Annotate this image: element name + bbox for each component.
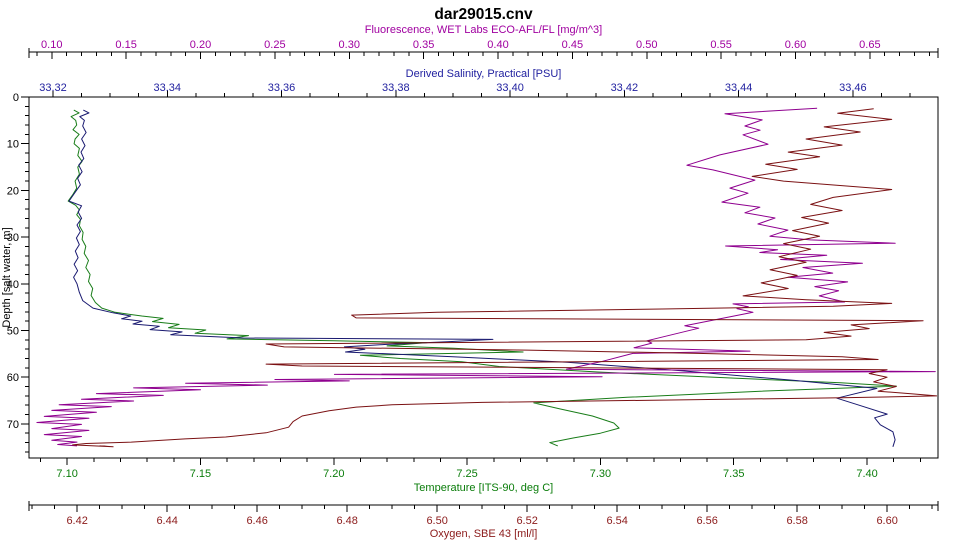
axis-temperature: 7.10 7.15 7.20 7.25 7.30 7.35 7.40 Temperature …: [39, 458, 921, 494]
tick-label: 7.25: [456, 468, 477, 480]
trace-oxygen: [72, 108, 938, 448]
tick-label: 7.35: [723, 468, 744, 480]
trace-fluorescence: [36, 107, 936, 447]
tick-label: 6.44: [156, 515, 177, 527]
tick-label: 33.36: [268, 82, 296, 94]
tick-label: 30: [7, 232, 19, 244]
tick-label: 0.25: [264, 39, 285, 51]
traces: [36, 107, 938, 448]
tick-label: 33.42: [611, 82, 639, 94]
tick-label: 33.34: [153, 82, 181, 94]
tick-label: 70: [7, 419, 19, 431]
tick-label: 6.60: [876, 515, 897, 527]
trace-salinity: [68, 109, 896, 447]
tick-label: 0.65: [859, 39, 880, 51]
tick-label: 0: [13, 92, 19, 104]
tick-label: 33.46: [839, 82, 867, 94]
tick-label: 0.20: [190, 39, 211, 51]
tick-label: 7.10: [56, 468, 77, 480]
tick-label: 6.52: [516, 515, 537, 527]
tick-label: 40: [7, 279, 19, 291]
tick-label: 50: [7, 326, 19, 338]
tick-label: 6.58: [786, 515, 807, 527]
tick-label: 10: [7, 139, 19, 151]
tick-label: 6.54: [606, 515, 627, 527]
tick-label: 7.15: [190, 468, 211, 480]
axis-label-oxygen: Oxygen, SBE 43 [ml/l]: [430, 528, 538, 540]
tick-label: 7.20: [323, 468, 344, 480]
axis-depth: 0 10 20 30 40 50 60 70 Depth [salt water, m]: [1, 92, 29, 453]
tick-label: 33.38: [382, 82, 410, 94]
tick-label: 7.40: [856, 468, 877, 480]
tick-label: 6.56: [696, 515, 717, 527]
tick-label: 33.44: [725, 82, 753, 94]
tick-label: 6.42: [66, 515, 87, 527]
tick-label: 0.10: [41, 39, 62, 51]
tick-label: 33.40: [496, 82, 524, 94]
axis-fluorescence: Fluorescence, WET Labs ECO-AFL/FL [mg/m^…: [28, 24, 939, 59]
tick-label: 0.40: [487, 39, 508, 51]
plot-border: [28, 96, 939, 459]
tick-label: 6.50: [426, 515, 447, 527]
tick-label: 7.30: [590, 468, 611, 480]
tick-label: 20: [7, 185, 19, 197]
chart-title: dar29015.cnv: [434, 6, 533, 23]
tick-label: 60: [7, 372, 19, 384]
tick-label: 6.46: [246, 515, 267, 527]
axis-label-fluorescence: Fluorescence, WET Labs ECO-AFL/FL [mg/m^…: [365, 24, 602, 36]
axis-label-salinity: Derived Salinity, Practical [PSU]: [406, 68, 562, 80]
tick-label: 0.45: [562, 39, 583, 51]
tick-label: 0.35: [413, 39, 434, 51]
tick-label: 0.55: [710, 39, 731, 51]
axis-label-temperature: Temperature [ITS-90, deg C]: [414, 482, 553, 494]
tick-label: 6.48: [336, 515, 357, 527]
tick-label: 33.32: [39, 82, 67, 94]
tick-label: 0.15: [115, 39, 136, 51]
tick-label: 0.60: [785, 39, 806, 51]
axis-salinity: Derived Salinity, Practical [PSU] 33.32 33…: [39, 68, 911, 97]
axis-oxygen: 6.42 6.44 6.46 6.48 6.50 6.52 6.54 6.56 6.58 6.60…: [28, 501, 939, 540]
tick-label: 0.50: [636, 39, 657, 51]
chart-header: dar29015.cnv: [434, 6, 533, 23]
tick-label: 0.30: [339, 39, 360, 51]
axis-label-depth: Depth [salt water, m]: [1, 227, 13, 327]
